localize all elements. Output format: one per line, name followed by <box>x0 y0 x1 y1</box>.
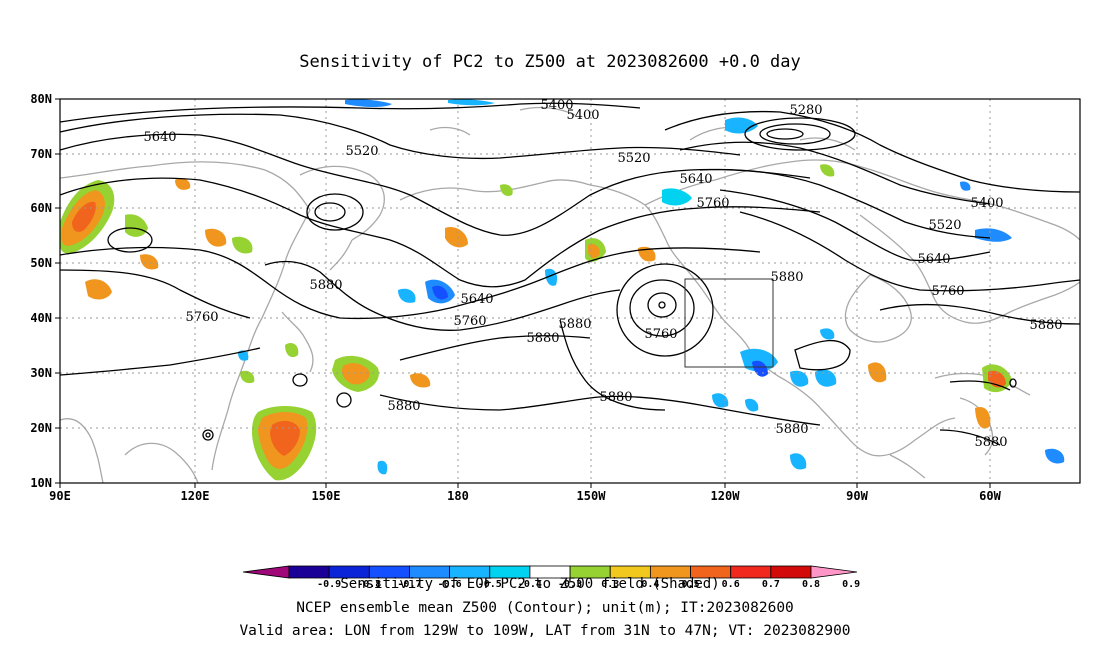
contour-label: 5640 <box>460 292 493 307</box>
contour-label: 5400 <box>540 98 573 113</box>
lat-label: 40N <box>30 311 52 325</box>
lon-label: 150E <box>312 489 341 503</box>
contour-label: 5760 <box>453 314 486 329</box>
colorbar-level-label: -0.4 <box>518 579 542 590</box>
contour-label: 5640 <box>679 172 712 187</box>
footer-line-2: Valid area: LON from 129W to 109W, LAT f… <box>239 623 850 639</box>
figure-title: Sensitivity of PC2 to Z500 at 2023082600… <box>299 52 801 72</box>
contour-label: 5880 <box>526 331 559 346</box>
contour-label: 5760 <box>931 284 964 299</box>
contour-label: 5880 <box>309 278 342 293</box>
colorbar-segment <box>730 565 772 579</box>
contour-label: 5880 <box>387 399 420 414</box>
contour-label: 5520 <box>928 218 961 233</box>
contour-label: 5880 <box>770 270 803 285</box>
colorbar-level-label: 0.8 <box>802 579 820 590</box>
lon-label: 120E <box>181 489 210 503</box>
colorbar-caption: Sensitivity of EOF PC2 to Z500 field (Sh… <box>340 576 719 592</box>
lon-axis-labels: 90E 120E 150E 180 150W 120W 90W 60W <box>49 489 1001 503</box>
colorbar-level-label: -0.6 <box>438 579 462 590</box>
colorbar-min-arrow <box>242 565 290 579</box>
colorbar-level-label: 0.5 <box>682 579 700 590</box>
footer-line-1: NCEP ensemble mean Z500 (Contour); unit(… <box>296 600 794 616</box>
contour-label: 5760 <box>185 310 218 325</box>
contour-label: 5760 <box>644 327 677 342</box>
z500-contours <box>59 102 1081 446</box>
lat-label: 10N <box>30 476 52 490</box>
contour-label: 5760 <box>696 196 729 211</box>
contour-label: 5880 <box>775 422 808 437</box>
lat-label: 70N <box>30 147 52 161</box>
colorbar-level-label: -0.7 <box>397 579 421 590</box>
colorbar-level-label: -0.5 <box>478 579 502 590</box>
lon-label: 150W <box>577 489 607 503</box>
colorbar-level-label: 0.3 <box>601 579 619 590</box>
contour-label: 5400 <box>566 108 599 123</box>
colorbar-level-label: 0.4 <box>641 579 659 590</box>
map-panel: 5400 5400 5280 5640 5520 5520 5640 5760 … <box>55 98 1081 488</box>
contour-label: 5880 <box>558 317 591 332</box>
lat-axis-labels: 80N 70N 60N 50N 40N 30N 20N 10N <box>30 92 52 490</box>
lon-label: 90W <box>846 489 868 503</box>
lon-label: 90E <box>49 489 71 503</box>
contour-labels: 5400 5400 5280 5640 5520 5520 5640 5760 … <box>143 98 1062 450</box>
contour-label: 5280 <box>789 103 822 118</box>
colorbar-segment <box>288 565 330 579</box>
lat-label: 20N <box>30 421 52 435</box>
colorbar-max-arrow <box>810 565 858 579</box>
contour-label: 5640 <box>143 130 176 145</box>
colorbar-level-label: -0.3 <box>558 579 582 590</box>
colorbar-level-label: -0.9 <box>317 579 341 590</box>
lat-label: 60N <box>30 201 52 215</box>
contour-label: 5400 <box>970 196 1003 211</box>
contour-label: 5880 <box>974 435 1007 450</box>
lat-label: 80N <box>30 92 52 106</box>
valid-area-box <box>684 278 774 368</box>
colorbar-level-label: 0.6 <box>722 579 740 590</box>
contour-label: 5640 <box>917 252 950 267</box>
lat-label: 30N <box>30 366 52 380</box>
colorbar-level-label: 0.7 <box>762 579 780 590</box>
contour-label: 5520 <box>345 144 378 159</box>
colorbar-segment <box>770 565 812 579</box>
colorbar: -0.9 -0.8 -0.7 -0.6 -0.5 -0.4 -0.3 0.3 0.4 0.5 0.6… <box>242 565 860 590</box>
sensitivity-shading <box>60 99 1065 481</box>
lon-label: 180 <box>447 489 469 503</box>
contour-label: 5880 <box>1029 318 1062 333</box>
lon-label: 120W <box>711 489 741 503</box>
colorbar-level-label: 0.9 <box>842 579 860 590</box>
lon-label: 60W <box>979 489 1001 503</box>
contour-label: 5880 <box>599 390 632 405</box>
contour-label: 5520 <box>617 151 650 166</box>
lat-label: 50N <box>30 256 52 270</box>
colorbar-level-label: -0.8 <box>357 579 381 590</box>
